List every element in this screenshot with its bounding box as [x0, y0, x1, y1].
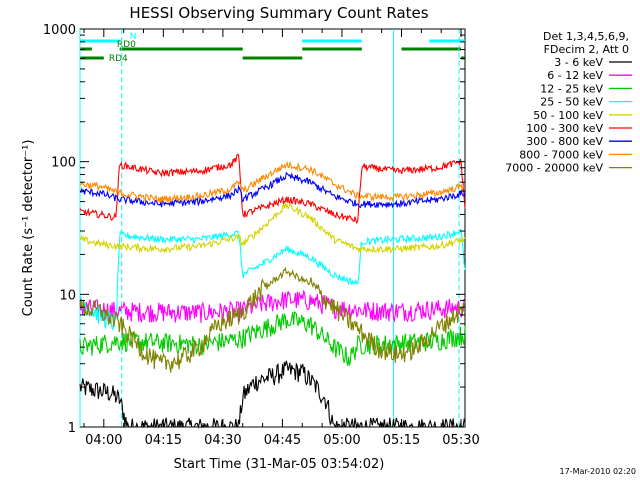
- y-tick-label-1: 1: [68, 421, 76, 436]
- legend-label-9: 7000 - 20000 keV: [505, 162, 603, 175]
- flag-label-n: N: [130, 32, 137, 42]
- x-tick-label-4: 04:45: [264, 433, 301, 448]
- legend-header-1: Det 1,3,4,5,6,9,: [543, 30, 629, 43]
- series-line-2: [79, 289, 466, 324]
- series-line-5: [79, 202, 466, 254]
- x-tick-label-2: 04:15: [145, 433, 182, 448]
- legend-label-3: 12 - 25 keV: [540, 82, 603, 95]
- y-tick-label-2: 10: [59, 288, 76, 303]
- legend-label-1: 3 - 6 keV: [554, 56, 603, 69]
- legend-label-8: 800 - 7000 keV: [519, 148, 603, 161]
- series-line-3: [79, 311, 466, 366]
- series-line-4: [79, 228, 466, 332]
- legend-label-6: 100 - 300 keV: [526, 122, 603, 135]
- legend-header-2: FDecim 2, Att 0: [544, 43, 629, 56]
- y-tick-label-4: 1000: [43, 23, 76, 38]
- legend-label-7: 300 - 800 keV: [526, 135, 603, 148]
- x-tick-label-3: 04:30: [204, 433, 241, 448]
- time-markers: [79, 29, 460, 427]
- x-tick-label-1: 04:00: [85, 433, 122, 448]
- y-axis-ticks: 1 10 100 1000: [43, 23, 465, 436]
- series-line-8: [79, 160, 466, 203]
- series-line-6: [79, 153, 466, 225]
- footer-date: 17-Mar-2010 02:20: [560, 467, 637, 476]
- legend: Det 1,3,4,5,6,9,FDecim 2, Att 03 - 6 keV…: [505, 30, 632, 175]
- legend-label-5: 50 - 100 keV: [533, 109, 603, 122]
- legend-label-2: 6 - 12 keV: [547, 69, 603, 82]
- x-tick-label-6: 05:15: [383, 433, 420, 448]
- chart-title: HESSI Observing Summary Count Rates: [129, 4, 428, 22]
- y-axis-label: Count Rate (s⁻¹ detector⁻¹): [21, 140, 36, 317]
- flag-label-rd4: RD4: [109, 54, 128, 64]
- data-series: [79, 153, 466, 430]
- series-line-1: [79, 360, 466, 430]
- y-tick-label-3: 100: [51, 156, 76, 171]
- x-axis-label: Start Time (31-Mar-05 03:54:02): [174, 457, 385, 472]
- x-tick-label-5: 05:00: [323, 433, 360, 448]
- legend-label-4: 25 - 50 keV: [540, 96, 603, 109]
- series-line-9: [79, 266, 466, 373]
- series-line-7: [79, 171, 466, 209]
- x-axis-ticks: 04:00 04:15 04:30 04:45 05:00 05:15 05:30: [83, 29, 480, 448]
- flag-label-rd0: RD0: [117, 40, 136, 50]
- x-tick-label-7: 05:30: [442, 433, 479, 448]
